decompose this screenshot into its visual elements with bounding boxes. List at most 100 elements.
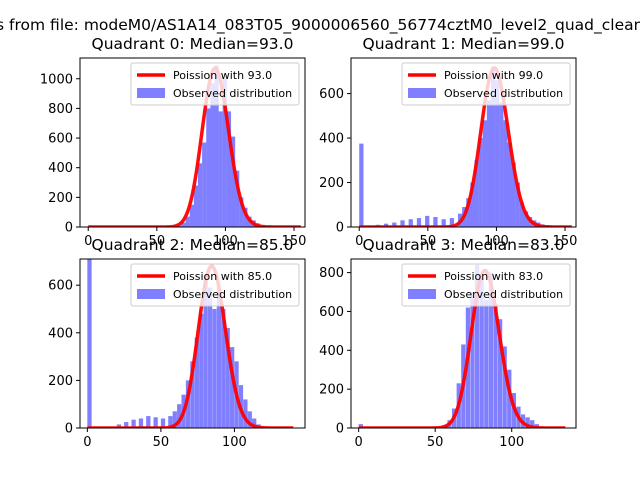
x-tick-label: 50 xyxy=(149,234,166,249)
plot-area xyxy=(87,259,294,428)
histogram-bar xyxy=(239,197,244,227)
histogram-bar xyxy=(515,182,520,227)
histogram-bar xyxy=(189,204,195,227)
legend-entry-poisson: Poission with 99.0 xyxy=(444,69,543,82)
histogram-bar xyxy=(358,424,363,428)
quadrant-2-panel: 0 50 100 0 200 400 600 Quadrant 2: Median=85.0 P… xyxy=(48,236,306,450)
histogram-bar xyxy=(194,337,199,428)
histogram-bar xyxy=(185,380,191,428)
legend-bar-swatch xyxy=(408,88,436,98)
x-tick-label: 0 xyxy=(355,435,363,450)
histogram-bar xyxy=(199,313,204,428)
y-tick-label: 200 xyxy=(48,191,73,206)
quadrant-title: Quadrant 1: Median=99.0 xyxy=(363,35,565,53)
histogram-bar xyxy=(218,111,223,227)
histogram-bar xyxy=(226,111,232,227)
legend: Poission with 99.0 Observed distribution xyxy=(401,62,571,106)
y-tick-label: 600 xyxy=(319,305,344,320)
histogram-bar xyxy=(131,419,136,428)
histogram-bar xyxy=(493,303,498,428)
histogram-bar xyxy=(168,416,173,428)
histogram-bar xyxy=(190,361,195,428)
x-tick-label: 0 xyxy=(355,234,363,249)
histogram-bar xyxy=(153,417,158,428)
x-tick-label: 100 xyxy=(484,234,509,249)
histogram-bar xyxy=(177,225,182,227)
y-tick-label: 400 xyxy=(48,161,73,176)
legend-box xyxy=(401,62,571,106)
histogram-bar xyxy=(466,198,471,227)
histogram-bar xyxy=(214,65,219,227)
axes-frame xyxy=(350,258,577,429)
histogram-bar xyxy=(525,417,530,428)
legend: Poission with 83.0 Observed distribution xyxy=(401,263,571,307)
histogram-bar xyxy=(474,264,480,428)
legend-bar-swatch xyxy=(408,289,436,299)
axes-frame xyxy=(79,57,306,228)
legend-entry-observed: Observed distribution xyxy=(444,288,563,301)
legend: Poission with 85.0 Observed distribution xyxy=(130,263,300,307)
figure-suptitle: Plots from file: modeM0/AS1A14_083T05_90… xyxy=(0,16,640,35)
y-tick-label: 1000 xyxy=(40,72,73,87)
quadrant-title: Quadrant 2: Median=85.0 xyxy=(92,236,294,254)
legend-entry-observed: Observed distribution xyxy=(444,87,563,100)
histogram-bar xyxy=(465,307,471,428)
y-tick-label: 0 xyxy=(336,221,344,236)
legend-entry-poisson: Poission with 83.0 xyxy=(444,270,543,283)
histogram-bar xyxy=(482,120,487,227)
quadrant-3-panel: 0 50 100 0 200 400 600 800 Quadrant 3: Median=83… xyxy=(319,236,577,450)
legend-box xyxy=(401,263,571,307)
histogram-bar xyxy=(202,142,207,227)
histogram-bar xyxy=(523,211,529,227)
y-tick-label: 400 xyxy=(319,344,344,359)
y-tick-label: 0 xyxy=(336,422,344,437)
histogram-bar xyxy=(212,308,217,428)
histogram-bar xyxy=(433,216,438,227)
histogram-bar xyxy=(247,411,252,428)
legend-entry-observed: Observed distribution xyxy=(173,87,292,100)
legend: Poission with 93.0 Observed distribution xyxy=(130,62,300,106)
histogram-bar xyxy=(138,418,144,428)
histogram-bar xyxy=(197,163,203,227)
poisson-curve-line xyxy=(87,264,294,428)
y-tick-label: 0 xyxy=(65,422,73,437)
x-tick-label: 50 xyxy=(427,435,444,450)
quadrant-0-panel: 0 50 100 150 0 200 400 600 800 1000 Quadrant 0: Me… xyxy=(40,35,307,249)
histogram-bar xyxy=(87,259,92,428)
histogram-bar xyxy=(503,120,508,227)
histogram-bar xyxy=(497,319,503,428)
histogram-bar xyxy=(441,219,446,227)
y-tick-label: 0 xyxy=(65,221,73,236)
histogram-bar xyxy=(216,287,222,428)
histogram-bar xyxy=(243,399,248,428)
histogram-bar xyxy=(222,78,227,227)
axes-frame xyxy=(79,258,306,429)
histogram-bar xyxy=(511,162,516,227)
histogram-bar xyxy=(235,170,240,227)
y-tick-label: 400 xyxy=(48,326,73,341)
x-tick-label: 50 xyxy=(420,234,437,249)
plot-area xyxy=(87,65,302,227)
y-tick-label: 800 xyxy=(48,102,73,117)
x-tick-label: 100 xyxy=(499,435,524,450)
histogram-bar xyxy=(470,292,475,428)
legend-bar-swatch xyxy=(137,289,165,299)
poisson-curve-line xyxy=(358,268,566,428)
histogram-bar xyxy=(185,216,190,227)
quadrant-title: Quadrant 3: Median=83.0 xyxy=(363,236,565,254)
y-tick-label: 400 xyxy=(319,132,344,147)
poisson-curve-line xyxy=(358,66,573,227)
y-tick-label: 200 xyxy=(319,383,344,398)
plot-area xyxy=(358,264,566,428)
histogram-bar xyxy=(230,347,235,428)
histogram-bar xyxy=(116,424,122,428)
histogram-bar xyxy=(530,420,535,428)
legend-box xyxy=(130,263,300,307)
x-tick-label: 150 xyxy=(282,234,307,249)
x-tick-label: 150 xyxy=(553,234,578,249)
histogram-bar xyxy=(479,278,484,428)
histogram-bar xyxy=(474,160,479,227)
x-tick-label: 0 xyxy=(84,234,92,249)
